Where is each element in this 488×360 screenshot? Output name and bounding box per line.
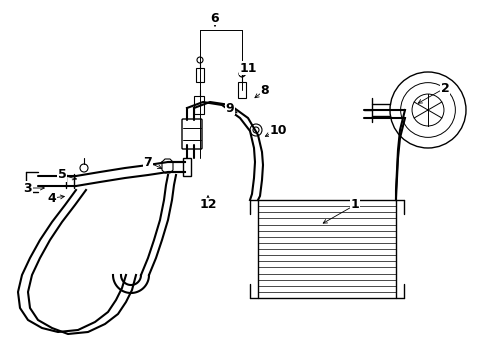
- Text: 5: 5: [58, 168, 66, 181]
- Text: 8: 8: [260, 84, 269, 96]
- Text: 4: 4: [47, 192, 56, 204]
- Text: 3: 3: [23, 181, 32, 194]
- Text: 2: 2: [440, 81, 448, 94]
- Text: 1: 1: [350, 198, 359, 211]
- Text: 9: 9: [225, 102, 234, 114]
- Text: 11: 11: [239, 62, 256, 75]
- Bar: [238, 82, 245, 98]
- Text: 7: 7: [143, 156, 152, 168]
- Text: 12: 12: [199, 198, 216, 211]
- Bar: [196, 68, 203, 82]
- Bar: [183, 158, 191, 176]
- Text: 6: 6: [210, 12, 219, 24]
- Bar: [194, 96, 203, 114]
- Bar: [258, 200, 395, 298]
- Text: 10: 10: [269, 123, 286, 136]
